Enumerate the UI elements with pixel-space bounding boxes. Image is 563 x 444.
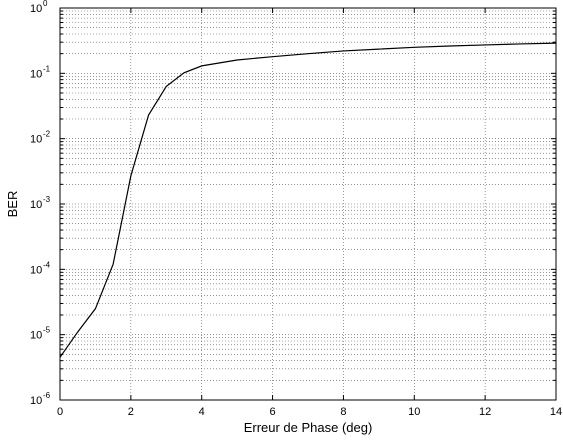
y-tick-label: 10 -5: [30, 326, 51, 342]
y-tick-exponent: -3: [43, 195, 51, 204]
series-layer: [60, 43, 556, 357]
y-tick-exponent: -5: [43, 326, 51, 335]
x-tick-label: 4: [199, 406, 205, 418]
y-tick-base: 10: [30, 68, 42, 80]
x-tick-label: 8: [340, 406, 346, 418]
x-tick-labels: 0 2 4 6 8 10 12 14: [57, 406, 562, 418]
y-tick-exponent: 0: [43, 0, 48, 8]
y-tick-label: 10 -6: [30, 391, 51, 407]
x-tick-label: 14: [550, 406, 562, 418]
axis-ticks: [60, 8, 556, 400]
y-tick-label: 10 0: [30, 0, 48, 15]
x-tick-label: 6: [270, 406, 276, 418]
y-tick-base: 10: [30, 199, 42, 211]
y-tick-base: 10: [30, 264, 42, 276]
y-tick-label: 10 -3: [30, 195, 51, 211]
y-tick-label: 10 -4: [30, 260, 51, 276]
y-axis-label: BER: [5, 191, 20, 218]
y-tick-exponent: -1: [43, 64, 51, 73]
plot-frame: [60, 8, 556, 400]
y-tick-exponent: -6: [43, 391, 51, 400]
ber-curve: [60, 43, 556, 357]
y-tick-base: 10: [30, 330, 42, 342]
x-tick-label: 0: [57, 406, 63, 418]
y-tick-base: 10: [30, 3, 42, 15]
y-tick-base: 10: [30, 395, 42, 407]
y-tick-base: 10: [30, 134, 42, 146]
grid-lines: [60, 8, 556, 400]
y-tick-exponent: -2: [43, 130, 51, 139]
y-tick-label: 10 -1: [30, 64, 51, 80]
x-tick-label: 10: [408, 406, 420, 418]
x-axis-label: Erreur de Phase (deg): [244, 420, 373, 435]
x-tick-label: 2: [128, 406, 134, 418]
x-tick-label: 12: [479, 406, 491, 418]
y-tick-label: 10 -2: [30, 130, 51, 146]
y-tick-exponent: -4: [43, 260, 51, 269]
